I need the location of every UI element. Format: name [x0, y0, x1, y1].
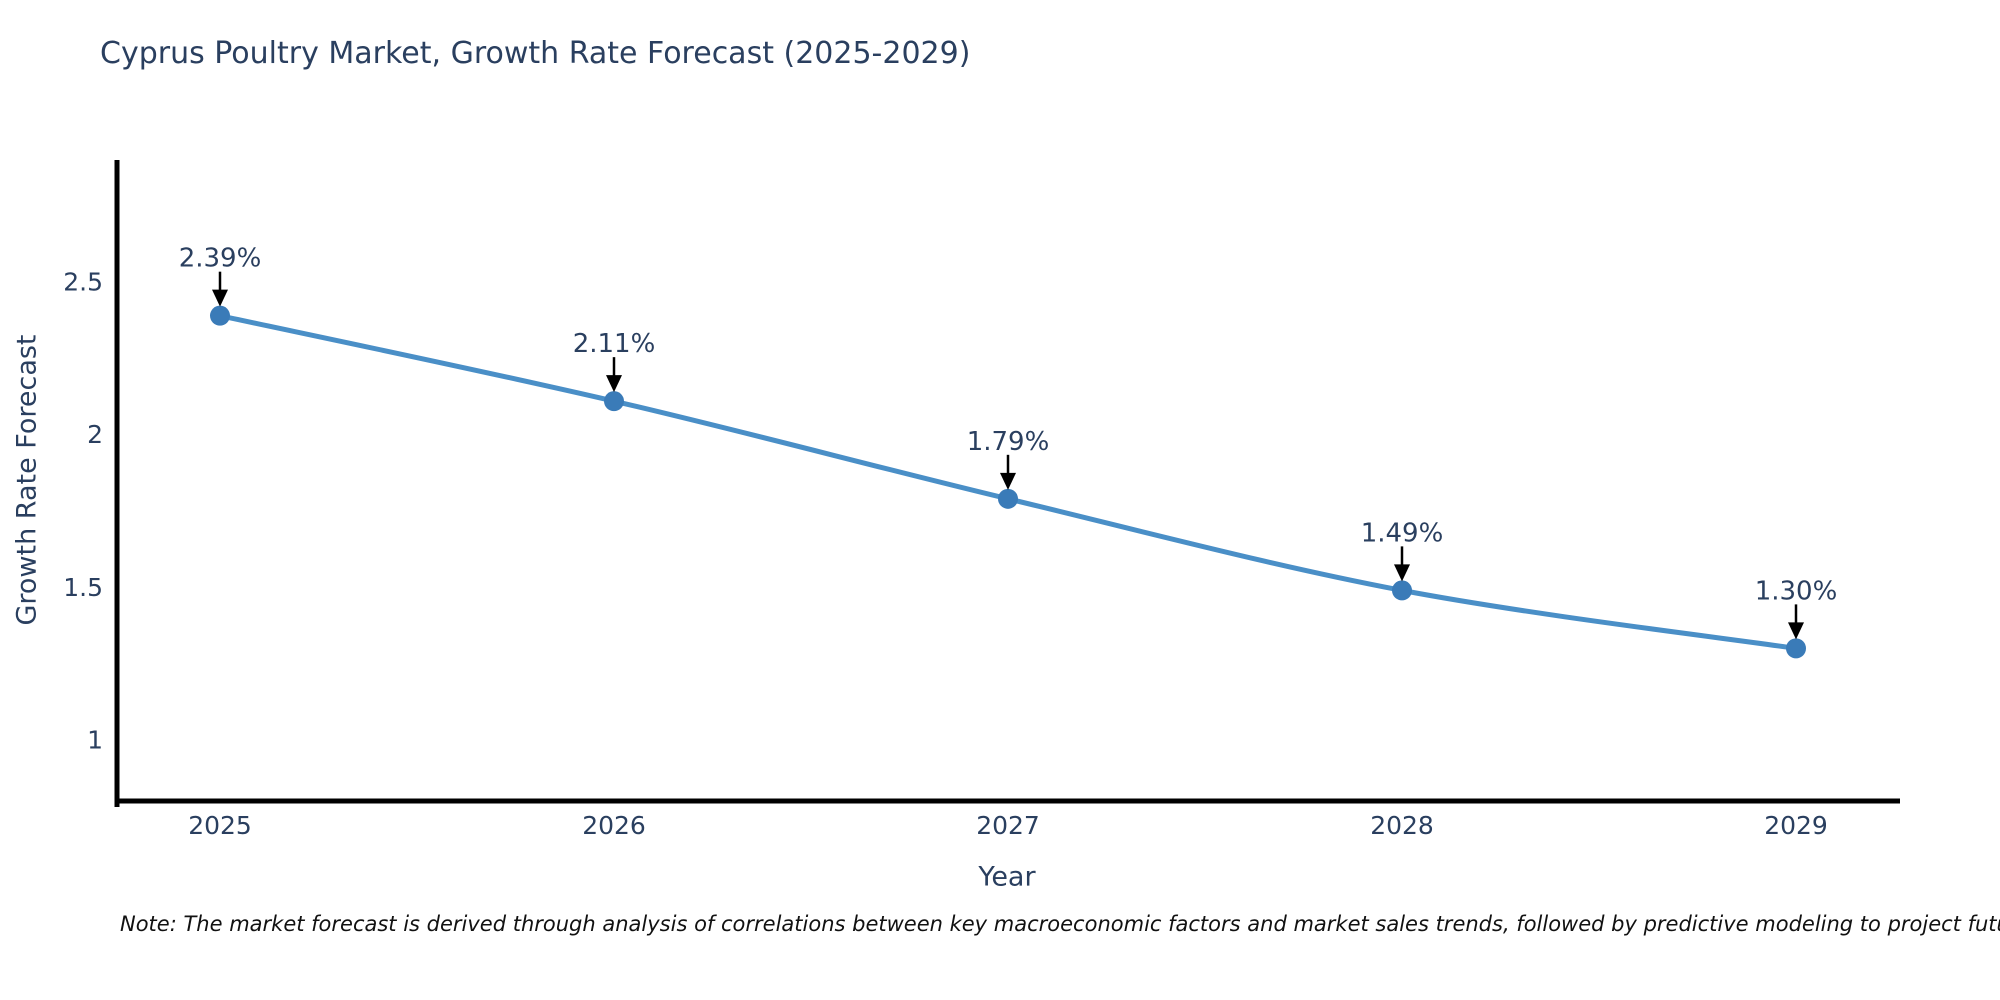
annotation-arrowhead [1788, 622, 1804, 640]
data-point [998, 488, 1018, 509]
annotation-label: 1.49% [1361, 518, 1444, 548]
annotation-label: 1.79% [967, 427, 1050, 457]
annotation-arrowhead [1000, 472, 1016, 490]
y-tick-label: 2 [87, 420, 103, 449]
footnote: Note: The market forecast is derived thr… [120, 912, 2000, 936]
y-tick-label: 1.5 [63, 573, 103, 602]
annotation-label: 1.30% [1755, 576, 1838, 606]
y-tick-label: 1 [87, 725, 103, 754]
x-tick-label: 2029 [1764, 811, 1828, 840]
annotation-arrowhead [1394, 564, 1410, 582]
annotation-arrowhead [212, 289, 228, 307]
y-axis-title: Growth Rate Forecast [11, 334, 43, 626]
data-point [1392, 580, 1412, 601]
x-tick-label: 2027 [976, 811, 1040, 840]
data-point [1786, 638, 1806, 659]
data-point [210, 305, 230, 326]
annotation-label: 2.39% [179, 244, 262, 274]
x-tick-label: 2025 [188, 811, 252, 840]
x-tick-label: 2028 [1370, 811, 1434, 840]
y-tick-label: 2.5 [63, 268, 103, 297]
data-point [604, 391, 624, 412]
annotation-label: 2.11% [573, 329, 656, 359]
x-axis-title: Year [978, 861, 1036, 893]
x-tick-label: 2026 [582, 811, 646, 840]
annotation-arrowhead [606, 375, 622, 393]
chart-title: Cyprus Poultry Market, Growth Rate Forec… [100, 36, 971, 71]
